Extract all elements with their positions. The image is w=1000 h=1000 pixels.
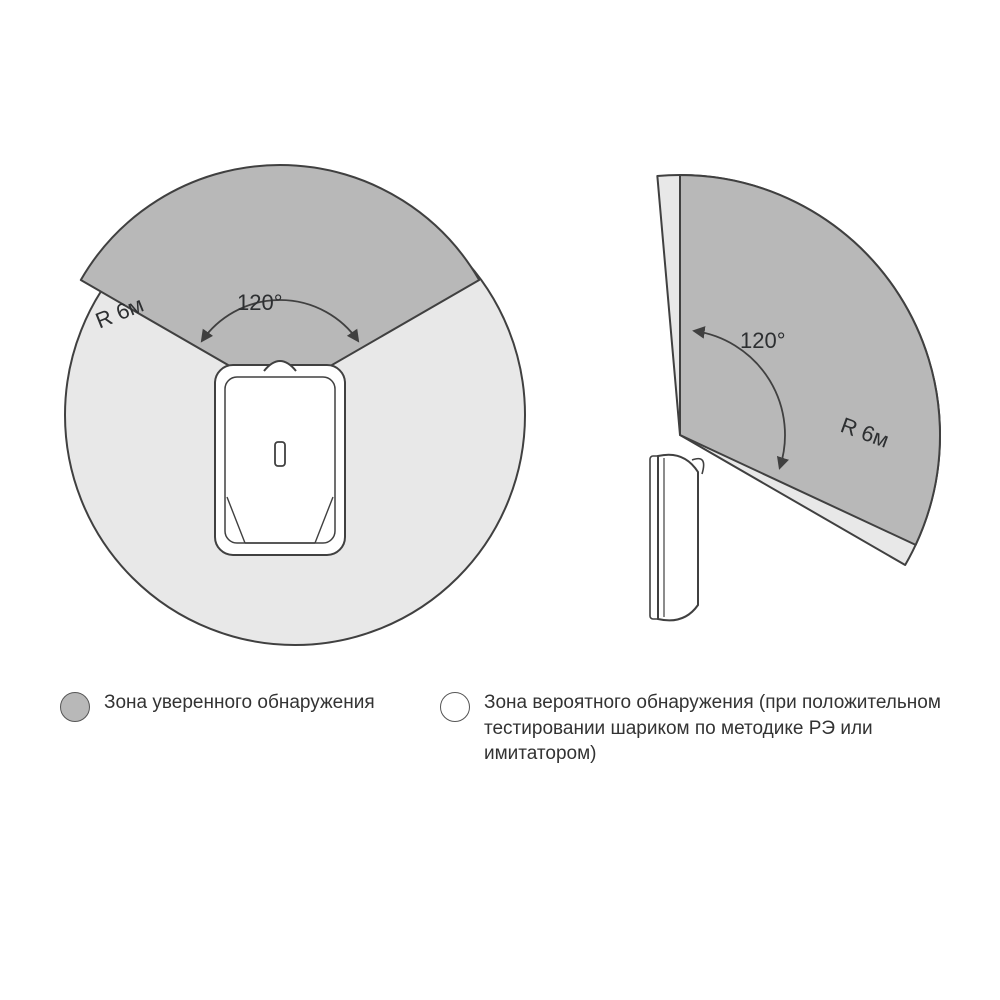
legend-swatch-probable (440, 692, 470, 722)
left-angle-label: 120° (237, 290, 283, 316)
legend-text-probable: Зона вероятного обнаружения (при положит… (484, 690, 960, 767)
diagram-svg (0, 0, 1000, 1000)
legend-text-confident: Зона уверенного обнаружения (104, 690, 375, 716)
legend-confident: Зона уверенного обнаружения (60, 690, 390, 722)
legend-swatch-confident (60, 692, 90, 722)
diagram-canvas: R 6м 120° 120° R 6м Зона уверенного обна… (0, 0, 1000, 1000)
legend-probable: Зона вероятного обнаружения (при положит… (440, 690, 960, 767)
right-angle-label: 120° (740, 328, 786, 354)
